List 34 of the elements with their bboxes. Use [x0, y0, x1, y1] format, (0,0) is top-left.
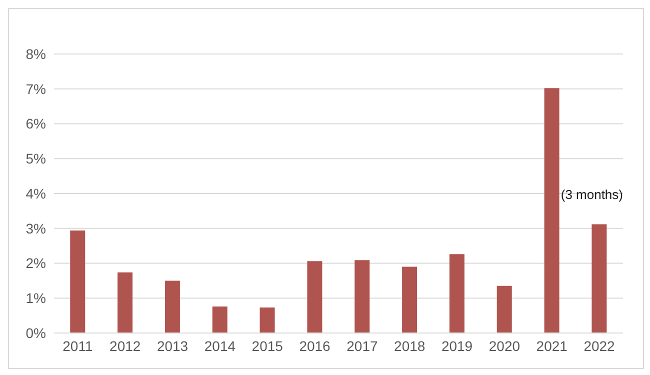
x-tick-label: 2019: [441, 338, 473, 354]
bar: [260, 308, 275, 333]
x-tick-label: 2012: [110, 338, 141, 354]
y-tick-label: 1%: [26, 290, 46, 306]
x-tick-label: 2013: [156, 338, 188, 354]
y-tick-label: 0%: [26, 324, 46, 341]
bar: [402, 266, 418, 333]
bar: [70, 230, 86, 333]
x-tick-label: 2018: [394, 338, 426, 354]
bar: [118, 272, 133, 333]
y-tick-label: 2%: [26, 255, 46, 272]
bar: [449, 254, 464, 333]
bar: [212, 306, 228, 333]
y-tick-label: 5%: [26, 150, 46, 167]
y-tick-label: 3%: [26, 220, 46, 236]
bar: [496, 286, 512, 333]
bar: [307, 261, 322, 333]
x-tick-label: 2020: [488, 338, 520, 354]
bar: [354, 260, 370, 333]
bar: [544, 88, 560, 333]
x-tick-label: 2011: [62, 338, 93, 354]
y-tick-label: 7%: [26, 80, 46, 97]
x-tick-label: 2016: [299, 338, 331, 354]
x-tick-label: 2021: [536, 338, 568, 354]
x-tick-label: 2014: [204, 338, 236, 354]
y-tick-label: 8%: [26, 46, 46, 62]
x-tick-label: 2017: [346, 338, 378, 354]
bar: [164, 280, 180, 333]
y-tick-label: 6%: [26, 116, 46, 132]
x-tick-label: 2022: [584, 338, 616, 354]
y-tick-label: 4%: [26, 185, 46, 202]
annotation: (3 months): [560, 187, 623, 202]
bar: [592, 224, 607, 333]
x-tick-label: 2015: [252, 338, 284, 354]
